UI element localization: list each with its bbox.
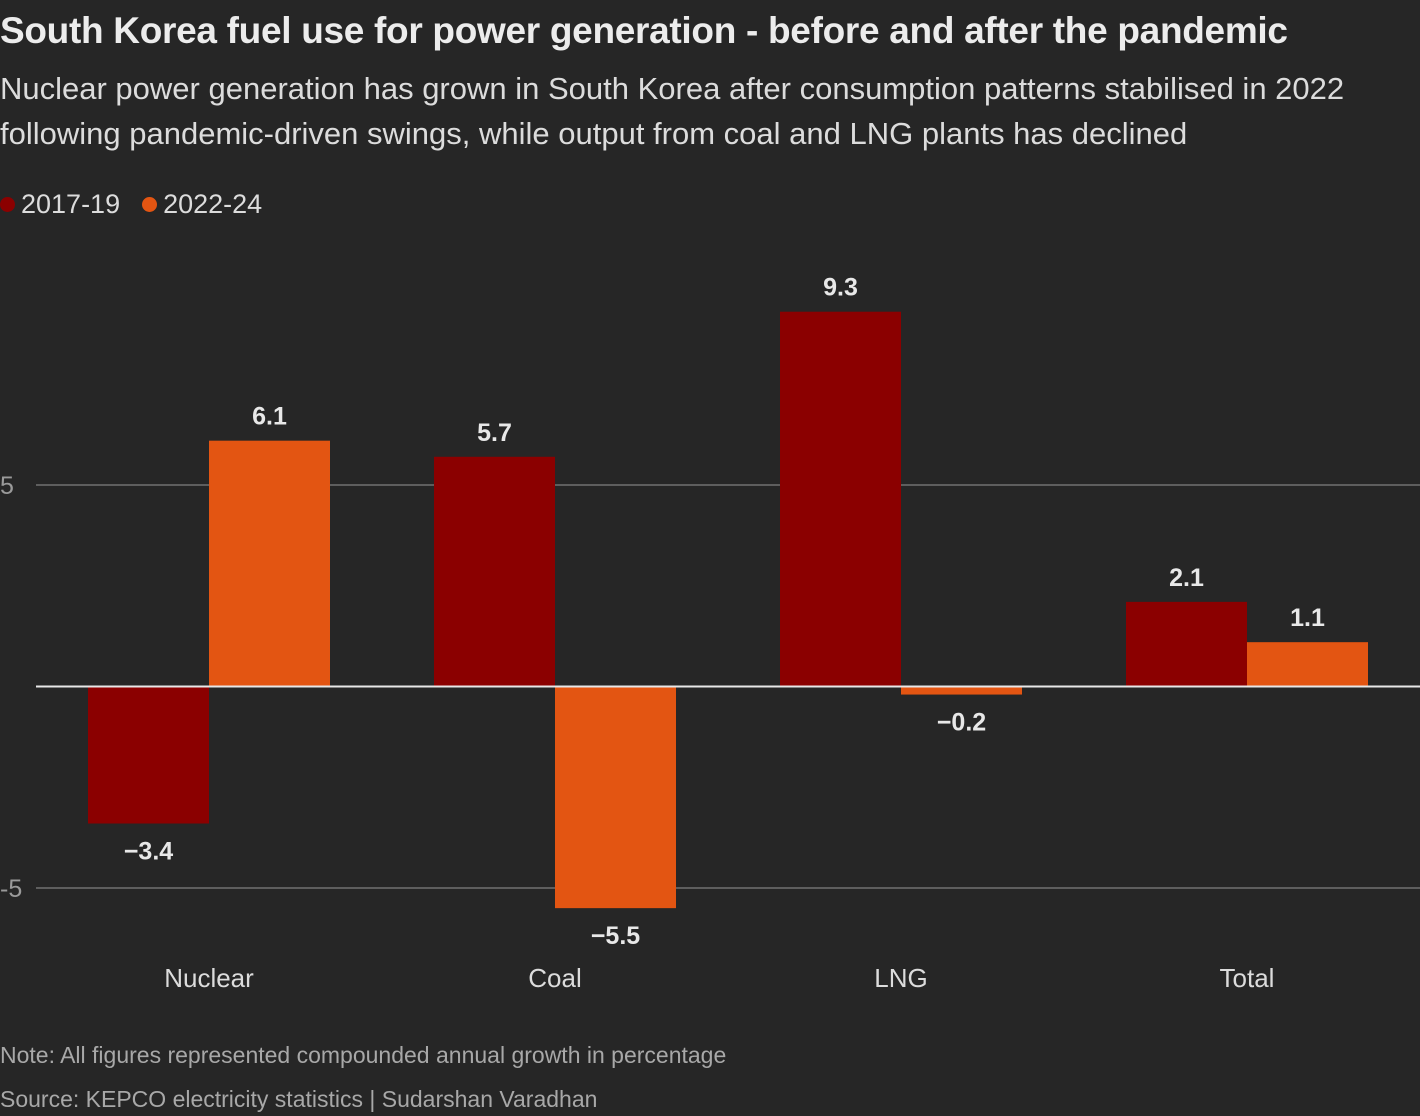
bar-coal-2022-24	[555, 686, 676, 909]
legend-swatch-2022-24	[142, 196, 158, 212]
data-label-nuclear-2022-24: 6.1	[252, 403, 287, 431]
bar-coal-2017-19	[434, 456, 555, 687]
x-category-label-coal: Coal	[528, 963, 581, 993]
legend-label-2017-19: 2017-19	[21, 188, 121, 219]
x-category-label-lng: LNG	[874, 963, 927, 993]
y-tick-label: 5	[0, 472, 14, 500]
bar-total-2017-19	[1126, 601, 1247, 687]
data-label-total-2017-19: 2.1	[1169, 564, 1204, 592]
bar-lng-2017-19	[780, 311, 901, 687]
bar-total-2022-24	[1247, 642, 1368, 687]
y-tick-label: -5	[0, 875, 22, 903]
axis-labels: 5 -5 Nuclear Coal LNG Total	[0, 472, 1274, 993]
data-label-total-2022-24: 1.1	[1290, 604, 1325, 632]
chart-source: Source: KEPCO electricity statistics | S…	[0, 1086, 598, 1112]
data-label-lng-2022-24: −0.2	[937, 709, 986, 737]
data-label-nuclear-2017-19: −3.4	[124, 838, 173, 866]
data-label-coal-2017-19: 5.7	[477, 419, 512, 447]
chart-note: Note: All figures represented compounded…	[0, 1042, 727, 1068]
x-category-label-nuclear: Nuclear	[164, 963, 254, 993]
chart-subtitle: Nuclear power generation has grown in So…	[0, 71, 1345, 151]
x-category-label-total: Total	[1220, 963, 1275, 993]
bar-nuclear-2022-24	[209, 440, 330, 687]
data-labels: −3.4 5.7 9.3 2.1 6.1 −5.5 −0.2 1.1	[124, 274, 1325, 950]
data-label-lng-2017-19: 9.3	[823, 274, 858, 302]
bars	[88, 311, 1368, 909]
legend-item-2017-19: 2017-19	[0, 189, 120, 220]
legend-swatch-2017-19	[0, 196, 15, 212]
bar-nuclear-2017-19	[88, 686, 209, 824]
data-label-coal-2022-24: −5.5	[591, 922, 640, 950]
chart-legend: 2017-19 2022-24	[0, 186, 284, 222]
chart-title: South Korea fuel use for power generatio…	[0, 10, 1288, 51]
legend-item-2022-24: 2022-24	[142, 189, 262, 220]
legend-label-2022-24: 2022-24	[163, 188, 263, 219]
bar-lng-2022-24	[901, 686, 1022, 695]
